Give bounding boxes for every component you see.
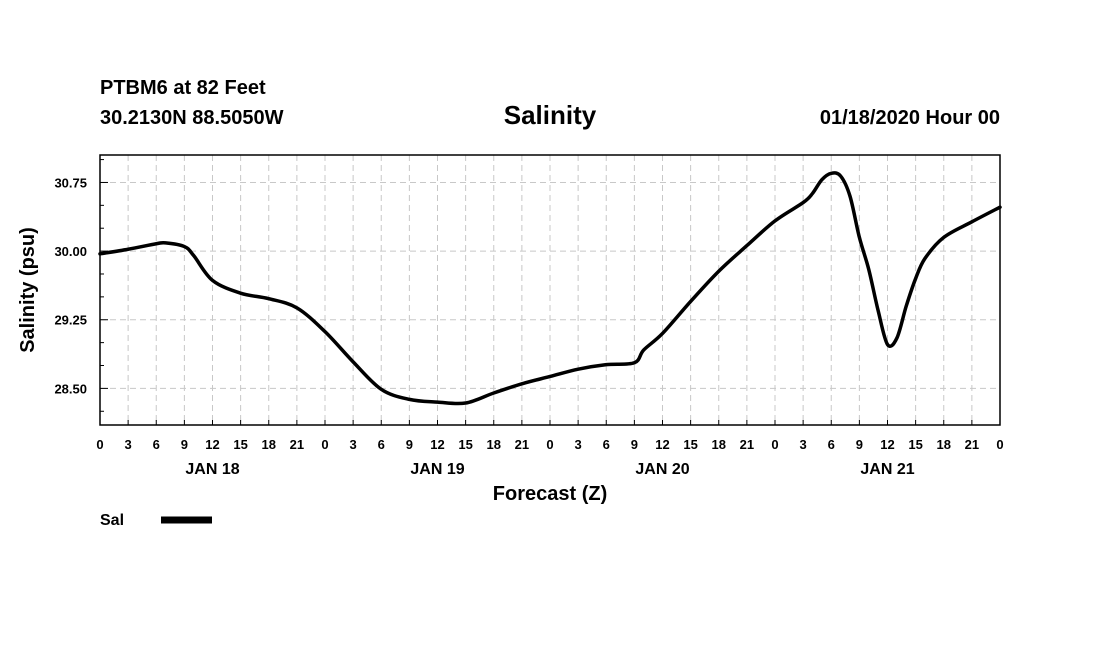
coordinates-label: 30.2130N 88.5050W [100, 107, 284, 129]
series-layer [98, 171, 1002, 406]
x-tick-label: 21 [740, 437, 754, 452]
x-tick-label: 12 [880, 437, 894, 452]
x-tick-label: 12 [205, 437, 219, 452]
x-tick-label: 0 [546, 437, 553, 452]
y-minor-ticks [99, 159, 1001, 425]
y-tick-label: 29.25 [54, 313, 87, 328]
legend: Sal [100, 512, 212, 529]
x-tick-label: 6 [828, 437, 835, 452]
x-tick-label: 15 [908, 437, 922, 452]
y-tick-label: 30.75 [54, 175, 87, 190]
x-tick-label: 18 [712, 437, 726, 452]
day-label: JAN 18 [185, 461, 239, 478]
x-tick-label: 9 [181, 437, 188, 452]
x-tick-label: 0 [96, 437, 103, 452]
x-tick-label: 6 [378, 437, 385, 452]
y-axis-title: Salinity (psu) [17, 227, 39, 353]
x-tick-label: 9 [856, 437, 863, 452]
forecast-datetime: 01/18/2020 Hour 00 [820, 107, 1000, 129]
x-tick-label: 0 [321, 437, 328, 452]
x-tick-label: 21 [965, 437, 979, 452]
station-label: PTBM6 at 82 Feet [100, 77, 266, 99]
x-tick-label: 18 [937, 437, 951, 452]
grid-lines [100, 155, 1000, 425]
y-tick-label: 30.00 [54, 244, 87, 259]
y-tick-label: 28.50 [54, 381, 87, 396]
x-tick-label: 15 [233, 437, 247, 452]
x-tick-label: 18 [262, 437, 276, 452]
y-tick-labels: 28.50 29.25 30.00 30.75 [54, 175, 87, 396]
x-tick-label: 0 [771, 437, 778, 452]
x-tick-label: 15 [683, 437, 697, 452]
x-tick-label: 3 [125, 437, 132, 452]
chart-title: Salinity [504, 100, 597, 130]
x-tick-label: 3 [575, 437, 582, 452]
x-tick-label: 15 [458, 437, 472, 452]
legend-label: Sal [100, 512, 124, 529]
x-tick-label: 0 [996, 437, 1003, 452]
day-labels: JAN 18 JAN 19 JAN 20 JAN 21 [185, 461, 914, 478]
series-line-sal [98, 171, 1002, 406]
x-tick-label: 12 [655, 437, 669, 452]
day-label: JAN 20 [635, 461, 689, 478]
x-tick-label: 6 [153, 437, 160, 452]
x-tick-label: 3 [800, 437, 807, 452]
x-tick-label: 21 [290, 437, 304, 452]
x-tick-labels: 0 3 6 9 12 15 18 21 0 3 6 9 12 15 18 21 0 3 6 9 12 15 18 21 0 3 6 9… [96, 437, 1003, 452]
x-tick-label: 12 [430, 437, 444, 452]
day-label: JAN 19 [410, 461, 464, 478]
x-axis-title: Forecast (Z) [493, 483, 607, 505]
x-tick-label: 9 [406, 437, 413, 452]
day-label: JAN 21 [860, 461, 914, 478]
x-tick-label: 21 [515, 437, 529, 452]
x-tick-label: 6 [603, 437, 610, 452]
x-tick-label: 18 [487, 437, 501, 452]
x-tick-label: 3 [350, 437, 357, 452]
x-tick-label: 9 [631, 437, 638, 452]
